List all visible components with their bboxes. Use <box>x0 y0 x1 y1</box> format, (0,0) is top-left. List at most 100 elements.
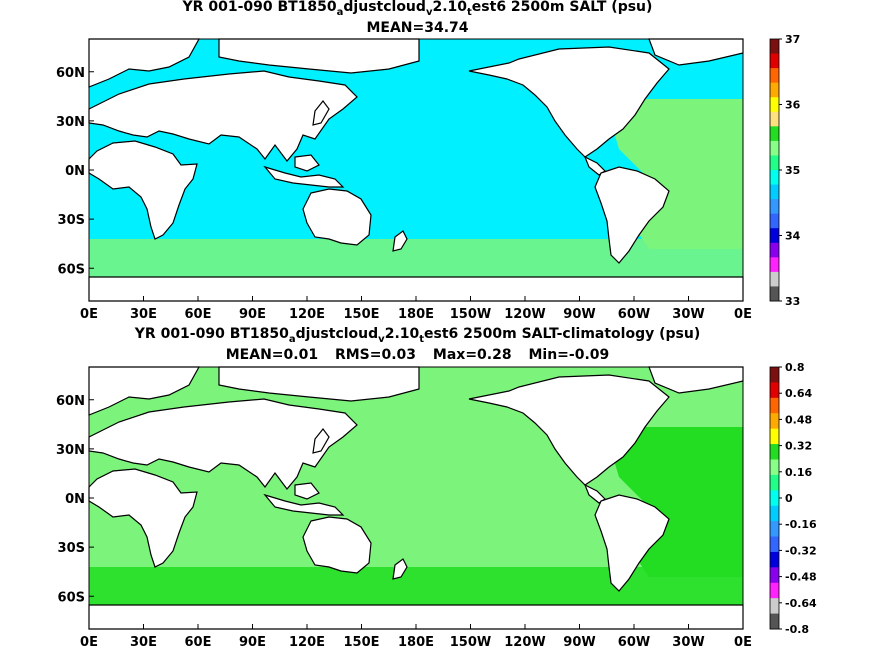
x-tick-label: 0E <box>80 307 98 322</box>
x-tick-label: 150E <box>343 635 379 650</box>
x-tick-label: 150W <box>450 635 491 650</box>
colorbar-segment <box>770 111 779 127</box>
x-tick-label: 90E <box>239 635 266 650</box>
y-tick-label: 60S <box>58 262 85 277</box>
colorbar-segment <box>770 598 779 615</box>
x-tick-label: 60W <box>618 307 650 322</box>
panel2-title: YR 001-090 BT1850adjustcloudv2.10test6 2… <box>134 326 701 345</box>
y-tick-label: 60N <box>56 66 85 81</box>
colorbar-segment <box>770 367 779 383</box>
colorbar-segment <box>770 444 779 460</box>
panel1-stats: MEAN=34.74 <box>0 20 835 37</box>
colorbar-label: 34 <box>785 230 801 243</box>
colorbar-segment <box>770 126 779 142</box>
panel2-stats: MEAN=0.01 RMS=0.03 Max=0.28 Min=-0.09 <box>0 347 835 364</box>
x-tick-label: 120E <box>289 307 325 322</box>
x-tick-label: 60E <box>185 307 212 322</box>
map-panel-2: 0E 30E 60E 90E 120E 150E 180E 150W 120W 90W 60W 30W… <box>56 361 817 650</box>
panel2-min: Min=-0.09 <box>528 347 610 363</box>
colorbar-segment <box>770 271 779 287</box>
x-tick-label: 180E <box>398 307 434 322</box>
panel2-rms: RMS=0.03 <box>334 347 417 363</box>
x-tick-label: 60E <box>185 635 212 650</box>
y-tick-label: 60S <box>58 590 85 605</box>
colorbar-segment <box>770 53 779 69</box>
y-tick-label: 0N <box>65 492 85 507</box>
colorbar-segment <box>770 474 779 491</box>
colorbar-segment <box>770 286 779 302</box>
colorbar-segment <box>770 428 779 445</box>
y-tick-label: 30N <box>56 115 85 130</box>
colorbar-segment <box>770 242 779 258</box>
colorbar-label: 0.32 <box>785 440 812 453</box>
x-tick-label: 150E <box>343 307 379 322</box>
colorbar-label: -0.64 <box>785 597 817 610</box>
colorbar-segment <box>770 199 779 215</box>
panel2-southern-field <box>89 567 743 607</box>
x-tick-label: 0E <box>80 635 98 650</box>
map-panel-1: 0E 30E 60E 90E 120E 150E 180E 150W 120W 90W 60W 30W… <box>56 33 801 322</box>
x-tick-label: 30E <box>130 307 157 322</box>
colorbar-label: 0.64 <box>785 387 812 400</box>
colorbar-label: 0.8 <box>785 361 805 374</box>
colorbar-label: 0.16 <box>785 466 812 479</box>
colorbar-segment <box>770 213 779 229</box>
panel1-mean: MEAN=34.74 <box>366 20 469 36</box>
colorbar-label: -0.48 <box>785 571 817 584</box>
colorbar-label: -0.16 <box>785 518 817 531</box>
y-tick-label: 30S <box>58 541 85 556</box>
colorbar-segment <box>770 184 779 200</box>
colorbar-label: 0.48 <box>785 413 812 426</box>
x-tick-label: 90E <box>239 307 266 322</box>
x-tick-label: 120E <box>289 635 325 650</box>
x-tick-label: 120W <box>504 307 545 322</box>
x-tick-label: 0E <box>734 307 752 322</box>
colorbar-segment <box>770 459 779 476</box>
colorbar-segment <box>770 382 779 399</box>
x-tick-label: 120W <box>504 635 545 650</box>
colorbar-label: 0 <box>785 492 793 505</box>
x-tick-label: 150W <box>450 307 491 322</box>
colorbar-segment <box>770 490 779 507</box>
colorbar-label: 33 <box>785 295 800 308</box>
colorbar-segment <box>770 155 779 171</box>
x-tick-label: 30E <box>130 635 157 650</box>
colorbar-segment <box>770 140 779 156</box>
x-tick-label: 30W <box>672 635 704 650</box>
y-tick-label: 60N <box>56 394 85 409</box>
x-tick-label: 90W <box>563 307 595 322</box>
panel2-max: Max=0.28 <box>432 347 512 363</box>
x-tick-label: 90W <box>563 635 595 650</box>
colorbar-segment <box>770 521 779 538</box>
panel1-southern-field <box>89 239 743 279</box>
panel1-title: YR 001-090 BT1850adjustcloudv2.10test6 2… <box>182 0 653 18</box>
y-tick-label: 0N <box>65 164 85 179</box>
colorbar-segment <box>770 505 779 522</box>
colorbar-segment <box>770 82 779 98</box>
colorbar-label: -0.8 <box>785 623 809 636</box>
colorbar-segment <box>770 170 779 186</box>
colorbar-label: 35 <box>785 164 800 177</box>
colorbar-segment <box>770 567 779 584</box>
colorbar-segment <box>770 536 779 553</box>
x-tick-label: 180E <box>398 635 434 650</box>
x-tick-label: 60W <box>618 635 650 650</box>
colorbar-segment <box>770 68 779 84</box>
x-tick-label: 0E <box>734 635 752 650</box>
colorbar-segment <box>770 39 779 55</box>
y-tick-label: 30S <box>58 213 85 228</box>
colorbar-label: 37 <box>785 33 800 46</box>
x-tick-label: 30W <box>672 307 704 322</box>
colorbar-segment <box>770 257 779 273</box>
colorbar-segment <box>770 397 779 414</box>
colorbar-label: -0.32 <box>785 544 817 557</box>
colorbar-segment <box>770 613 779 630</box>
y-tick-label: 30N <box>56 443 85 458</box>
colorbar-segment <box>770 228 779 244</box>
colorbar-label: 36 <box>785 99 801 112</box>
colorbar-segment <box>770 582 779 599</box>
panel2-mean: MEAN=0.01 <box>225 347 319 363</box>
colorbar-segment <box>770 413 779 430</box>
colorbar-segment <box>770 551 779 568</box>
